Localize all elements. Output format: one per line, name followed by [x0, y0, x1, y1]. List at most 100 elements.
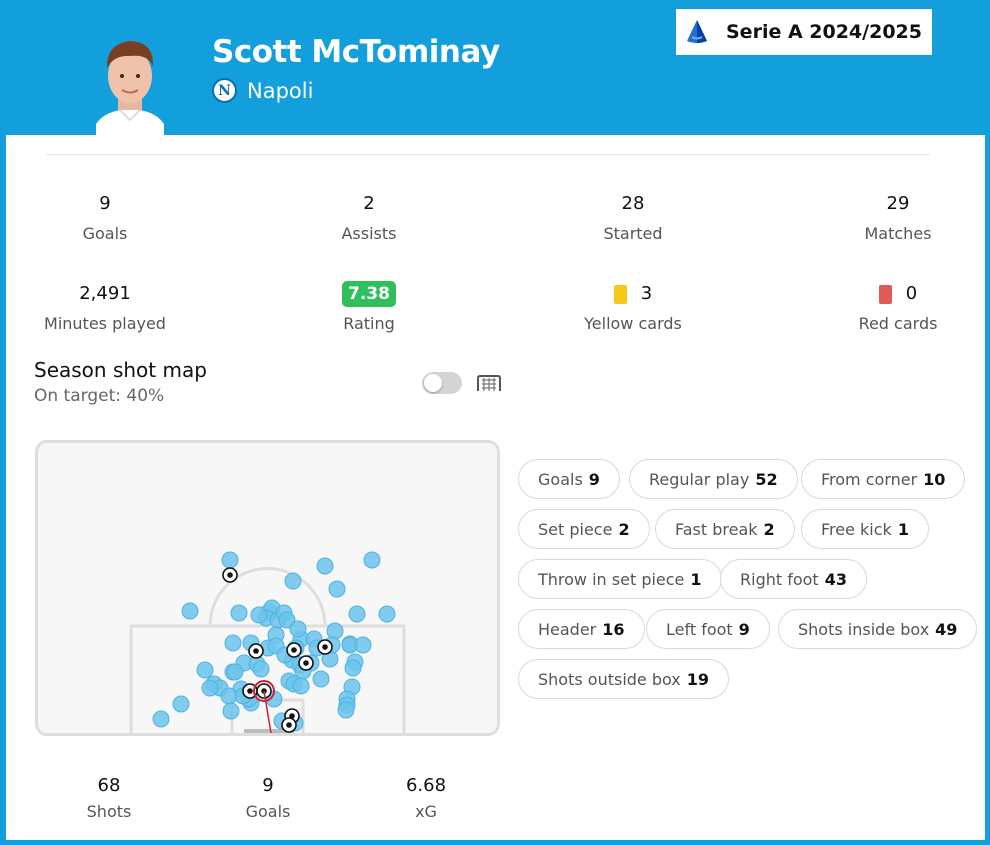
- shot-marker[interactable]: [224, 634, 242, 652]
- stat-value: 29: [886, 193, 910, 214]
- goal-marker[interactable]: [248, 643, 264, 659]
- shot-marker[interactable]: [181, 602, 199, 620]
- selected-shot-highlight[interactable]: [253, 680, 275, 733]
- chip-count: 2: [618, 519, 630, 539]
- shot-marker[interactable]: [172, 695, 190, 713]
- filter-chip-goals[interactable]: Goals 9: [518, 459, 620, 499]
- shot-marker[interactable]: [278, 611, 296, 629]
- shot-marker[interactable]: [284, 572, 302, 590]
- shot-marker[interactable]: [312, 670, 330, 688]
- shot-map-canvas: [129, 551, 406, 733]
- stat-value: 2: [363, 193, 375, 214]
- shot-marker[interactable]: [196, 661, 214, 679]
- chip-count: 16: [602, 619, 625, 639]
- shot-marker[interactable]: [152, 710, 170, 728]
- shot-map-pitch: [35, 440, 500, 736]
- chip-count: 43: [824, 569, 847, 589]
- chip-count: 19: [686, 669, 710, 689]
- shot-marker[interactable]: [226, 663, 244, 681]
- player-stats-card: 9 Goals 2 Assists 28 Started 29 Matches …: [6, 135, 985, 840]
- shot-marker[interactable]: [252, 660, 270, 678]
- rating-badge: 7.38: [342, 281, 396, 307]
- chip-count: 2: [763, 519, 775, 539]
- shotmap-view-toggle[interactable]: [422, 372, 462, 394]
- shot-marker[interactable]: [363, 551, 381, 569]
- red-card-icon: [878, 284, 892, 304]
- shot-marker[interactable]: [344, 659, 362, 677]
- filter-chip-fast-break[interactable]: Fast break 2: [655, 509, 795, 549]
- filter-chip-throw-in-set-piece[interactable]: Throw in set piece 1: [518, 559, 722, 599]
- shot-marker[interactable]: [230, 604, 248, 622]
- filter-chip-header[interactable]: Header 16: [518, 609, 645, 649]
- summary-value: 6.68: [405, 775, 447, 796]
- stat-label: Yellow cards: [584, 314, 682, 333]
- summary-label: Goals: [245, 802, 291, 821]
- goal-frame: [244, 729, 294, 733]
- chip-label: Shots inside box: [798, 619, 930, 639]
- stat-goals: 9 Goals: [0, 192, 215, 243]
- goal-marker[interactable]: [317, 639, 333, 655]
- shot-marker[interactable]: [221, 551, 239, 569]
- shot-marker[interactable]: [326, 622, 344, 640]
- filter-chip-set-piece[interactable]: Set piece 2: [518, 509, 650, 549]
- stat-value: 3: [640, 283, 653, 304]
- filter-chip-left-foot[interactable]: Left foot 9: [646, 609, 770, 649]
- shot-marker[interactable]: [201, 679, 219, 697]
- chip-count: 52: [755, 469, 778, 489]
- toggle-knob: [424, 374, 442, 392]
- club-info[interactable]: N Napoli: [212, 78, 313, 103]
- club-name[interactable]: Napoli: [247, 78, 314, 103]
- shot-marker[interactable]: [348, 605, 366, 623]
- league-selector[interactable]: Serie A 2024/2025: [676, 9, 932, 55]
- shot-marker[interactable]: [289, 620, 307, 638]
- chip-label: Shots outside box: [538, 669, 681, 689]
- stat-minutes-played: 2,491 Minutes played: [0, 282, 215, 333]
- filter-chip-shots-outside-box[interactable]: Shots outside box 19: [518, 659, 730, 699]
- chip-label: From corner: [821, 469, 918, 489]
- goal-marker[interactable]: [281, 717, 297, 733]
- chip-label: Goals: [538, 469, 583, 489]
- filter-chip-right-foot[interactable]: Right foot 43: [720, 559, 867, 599]
- shot-marker[interactable]: [378, 605, 396, 623]
- filter-chip-shots-inside-box[interactable]: Shots inside box 49: [778, 609, 978, 649]
- shot-marker[interactable]: [328, 580, 346, 598]
- shotmap-title: Season shot map: [34, 358, 207, 382]
- chip-label: Fast break: [675, 519, 758, 539]
- stat-value: 28: [621, 193, 645, 214]
- filter-chip-from-corner[interactable]: From corner 10: [801, 459, 966, 499]
- goal-marker[interactable]: [222, 567, 238, 583]
- club-badge-icon: N: [212, 78, 237, 103]
- stat-red-cards: 0 Red cards: [788, 282, 990, 333]
- stat-started: 28 Started: [523, 192, 743, 243]
- goal-marker[interactable]: [242, 683, 258, 699]
- stat-value: 9: [99, 193, 111, 214]
- filter-chip-regular-play[interactable]: Regular play 52: [629, 459, 798, 499]
- shot-marker[interactable]: [292, 677, 310, 695]
- summary-shots: 68 Shots: [49, 775, 169, 821]
- stat-value: 0: [905, 283, 918, 304]
- league-name: Serie A 2024/2025: [726, 21, 922, 43]
- shot-marker[interactable]: [222, 702, 240, 720]
- filter-chip-free-kick[interactable]: Free kick 1: [801, 509, 929, 549]
- chip-count: 10: [923, 469, 946, 489]
- stat-rating: 7.38 Rating: [259, 281, 479, 333]
- stat-label: Rating: [343, 314, 395, 333]
- stat-label: Matches: [864, 224, 932, 243]
- chip-label: Regular play: [649, 469, 750, 489]
- goal-marker[interactable]: [298, 655, 314, 671]
- chip-label: Throw in set piece: [538, 569, 685, 589]
- chip-label: Header: [538, 619, 597, 639]
- stat-label: Minutes played: [44, 314, 166, 333]
- chip-count: 49: [935, 619, 958, 639]
- stat-matches: 29 Matches: [788, 192, 990, 243]
- summary-label: xG: [415, 802, 437, 821]
- shot-marker[interactable]: [354, 636, 372, 654]
- shot-marker[interactable]: [316, 557, 334, 575]
- stat-label: Assists: [341, 224, 397, 243]
- shot-marker[interactable]: [337, 701, 355, 719]
- stat-label: Red cards: [858, 314, 938, 333]
- goal-marker[interactable]: [286, 642, 302, 658]
- goal-view-icon[interactable]: [476, 375, 502, 392]
- shot-marker[interactable]: [250, 606, 268, 624]
- goals-layer: [222, 567, 333, 733]
